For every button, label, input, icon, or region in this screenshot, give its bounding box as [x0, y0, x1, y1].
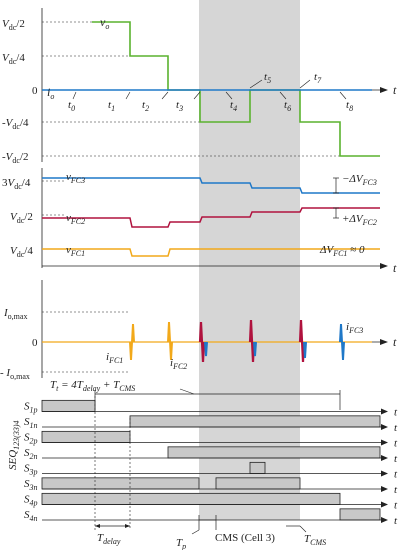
ifc1-spike-1 — [129, 323, 135, 361]
vo-waveform — [92, 21, 380, 157]
t1-label: t1 — [108, 99, 115, 113]
ifc2-spike-2 — [198, 321, 206, 363]
delta-vfc2-annotation: +ΔVFC2 — [342, 213, 377, 227]
switch-pulse-6 — [41, 492, 341, 505]
ytick-vdc-half-fc: Vdc/2 — [10, 211, 33, 225]
switch-label-1: S1n — [24, 416, 38, 430]
ytick-iomax: Io,max — [3, 307, 27, 321]
switch-t-label-7: t — [394, 515, 398, 527]
t-axis-label-ifc: t — [393, 335, 397, 349]
switch-pulse-4 — [249, 461, 266, 474]
ifc2-spike-4 — [298, 319, 306, 363]
vfc2-waveform — [42, 207, 380, 228]
switch-pulse-5 — [41, 477, 200, 490]
time-markers — [72, 79, 347, 100]
t-axis-label-vo: t — [393, 83, 397, 97]
switch-pulse-0 — [41, 399, 96, 412]
switch-label-6: S4p — [24, 494, 38, 508]
switch-arrow-2 — [381, 439, 388, 446]
ytick-zero-ifc: 0 — [32, 337, 38, 349]
ifc3-spike-1 — [204, 341, 208, 357]
switch-label-2: S2p — [24, 432, 38, 446]
ytick-neg-iomax: - Io,max — [0, 367, 30, 381]
switch-arrow-7 — [381, 517, 388, 523]
switch-t-label-4: t — [394, 469, 398, 481]
ifc1-label: iFC1 — [106, 351, 123, 365]
delta-vfc3-annotation: −ΔVFC3 — [342, 173, 377, 187]
t-axis-label-vfc: t — [393, 261, 397, 275]
ifc2-spike-3 — [248, 319, 256, 363]
t3-label: t3 — [176, 99, 183, 113]
t4-label: t4 — [230, 99, 237, 113]
ytick-vdc-quarter-fc: Vdc/4 — [10, 245, 33, 259]
switch-t-label-6: t — [394, 500, 398, 512]
panel-output-voltage: Vdc/2 Vdc/4 0 -Vdc/4 -Vdc/2 vo io t t0 t… — [2, 8, 397, 165]
t5-label: t5 — [264, 71, 271, 85]
switch-arrow-0 — [381, 408, 388, 415]
switch-label-4: S3p — [24, 463, 38, 477]
delta-vfc1-annotation: ΔVFC1 ≈ 0 — [319, 244, 365, 258]
switch-pulse-2 — [41, 430, 131, 443]
ytick-vdc-quarter: Vdc/4 — [2, 52, 25, 66]
switch-t-label-0: t — [394, 407, 398, 419]
vfc1-label: vFC1 — [66, 244, 85, 258]
ytick-neg-vdc-half: -Vdc/2 — [2, 151, 29, 165]
switch-pulse-3 — [167, 446, 381, 459]
switch-arrow-6 — [381, 501, 388, 508]
ifc2-spike-1 — [167, 321, 173, 361]
vfc2-label: vFC2 — [66, 212, 85, 226]
t0-label: t0 — [68, 99, 75, 113]
switch-pulse-7 — [339, 508, 381, 521]
panel-fc-currents: Io,max 0 - Io,max iFC1 iFC2 iFC3 t — [0, 280, 397, 381]
io-label: io — [47, 85, 54, 101]
t-axis-arrow-ifc — [380, 339, 388, 345]
panel-fc-voltages: 3Vdc/4 Vdc/2 Vdc/4 vFC3 vFC2 vFC1 −ΔVFC3… — [2, 168, 397, 275]
switch-label-7: S4n — [24, 509, 38, 523]
switch-label-3: S2n — [24, 447, 38, 461]
ytick-neg-vdc-quarter: -Vdc/4 — [2, 117, 29, 131]
seq-vertical-label: SEQ123(33)4 — [7, 421, 21, 471]
t7-label: t7 — [314, 71, 322, 85]
tt-equation: Tt = 4Tdelay + TCMS — [50, 379, 135, 393]
ifc3-label: iFC3 — [346, 321, 363, 335]
vo-label: vo — [100, 15, 109, 31]
switch-label-5: S3n — [24, 478, 38, 492]
cms-shaded-region — [199, 0, 300, 520]
vfc3-waveform — [42, 177, 380, 194]
ytick-vdc-half: Vdc/2 — [2, 18, 25, 32]
vfc1-waveform — [42, 248, 380, 257]
tp-label: Tp — [176, 537, 186, 550]
ytick-zero: 0 — [32, 85, 38, 97]
switch-arrow-3 — [381, 455, 388, 461]
switch-pulse-1 — [129, 415, 381, 428]
tcms-label: TCMS — [304, 533, 326, 547]
ifc3-spike-4 — [339, 323, 345, 361]
switch-label-0: S1p — [24, 401, 38, 415]
t-axis-arrow-vfc — [380, 263, 388, 269]
ifc2-label: iFC2 — [170, 357, 187, 371]
switch-arrow-5 — [381, 486, 388, 492]
t8-label: t8 — [346, 99, 353, 113]
switch-pulse-5 — [215, 477, 301, 490]
ifc3-spike-2 — [253, 341, 257, 357]
vfc3-label: vFC3 — [66, 171, 85, 185]
switch-arrow-4 — [381, 470, 388, 477]
ytick-3vdc-quarter: 3Vdc/4 — [2, 177, 31, 191]
t-axis-arrow-vo — [380, 87, 388, 93]
switch-arrow-1 — [381, 424, 388, 430]
ifc3-spike-3 — [303, 341, 307, 359]
switch-t-label-3: t — [394, 453, 398, 465]
switch-t-label-5: t — [394, 484, 398, 496]
t6-label: t6 — [284, 99, 291, 113]
tdelay-label: Tdelay — [97, 532, 121, 546]
t2-label: t2 — [142, 99, 149, 113]
cms-label: CMS (Cell 3) — [215, 532, 275, 544]
switch-t-label-2: t — [394, 438, 398, 450]
switch-t-label-1: t — [394, 422, 398, 434]
